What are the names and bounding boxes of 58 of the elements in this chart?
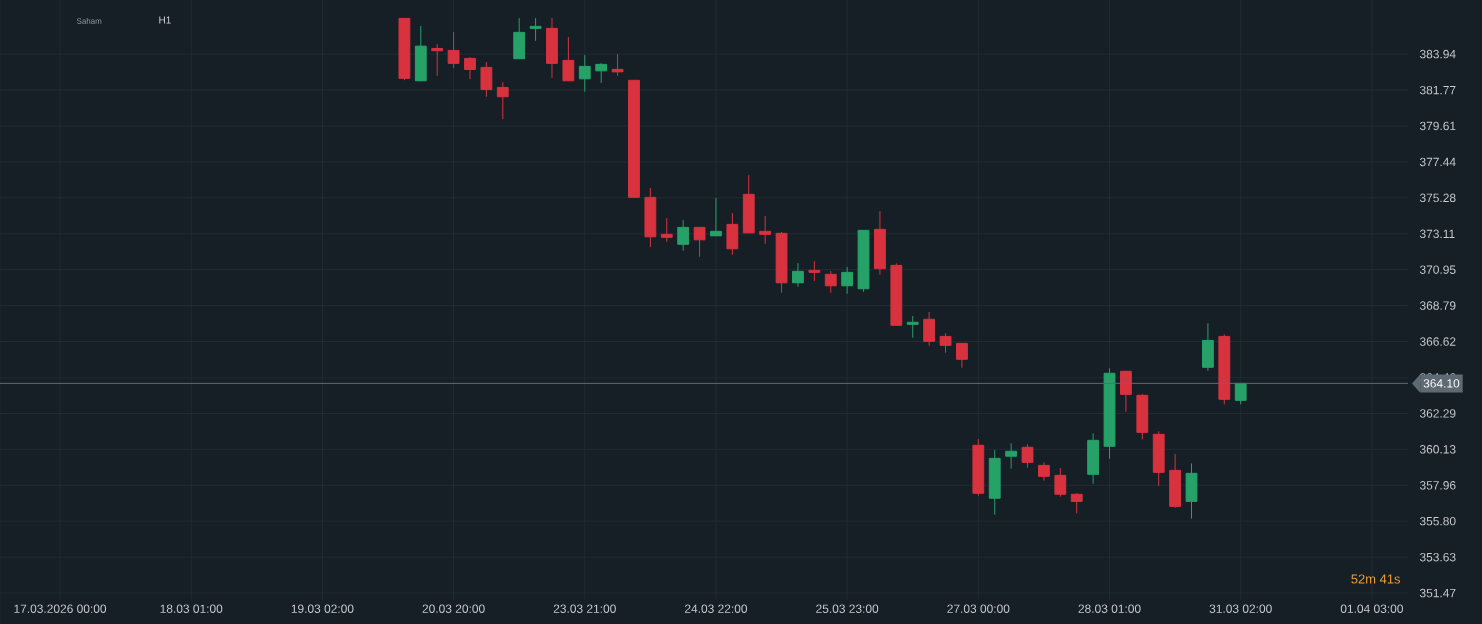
x-tick-label: 27.03 00:00 xyxy=(947,604,1010,613)
x-tick-label: 31.03 02:00 xyxy=(1209,604,1272,613)
candlestick xyxy=(447,31,460,69)
annotation: H1 xyxy=(159,16,171,24)
ref-line-label: 364.10 xyxy=(1423,379,1460,388)
candlestick xyxy=(1120,370,1132,413)
x-tick-label: 24.03 22:00 xyxy=(684,604,748,613)
candlestick xyxy=(710,197,722,237)
x-tick-label: 01.04 03:00 xyxy=(1340,604,1403,613)
candlestick xyxy=(578,54,591,93)
x-tick-label: 18.03 01:00 xyxy=(160,604,223,613)
candlestick xyxy=(677,219,690,252)
candlestick xyxy=(759,215,772,245)
y-tick-label: 357.96 xyxy=(1419,481,1456,490)
candlestick xyxy=(1005,442,1018,470)
candlestick xyxy=(660,217,673,243)
annotation: 52m 41s xyxy=(1351,574,1401,584)
y-tick-label: 381.77 xyxy=(1419,85,1456,95)
x-tick-label: 17.03.2026 00:00 xyxy=(14,604,107,613)
y-tick-label: 351.47 xyxy=(1419,588,1456,598)
candlestick xyxy=(906,315,919,339)
candlestick xyxy=(480,61,493,98)
x-tick-label: 23.03 21:00 xyxy=(553,604,616,613)
candlestick xyxy=(792,262,804,288)
y-tick-label: 353.63 xyxy=(1419,552,1456,562)
candlestick xyxy=(496,81,509,120)
candlestick xyxy=(1038,461,1050,482)
candlestick xyxy=(956,342,968,369)
y-tick-label: 383.94 xyxy=(1419,49,1456,59)
candlestick xyxy=(1070,492,1083,514)
candlestick xyxy=(611,53,624,77)
candlestick xyxy=(824,270,837,294)
y-tick-label: 377.44 xyxy=(1419,157,1456,167)
x-tick-label: 25.03 23:00 xyxy=(816,604,879,613)
candlestick xyxy=(464,56,476,80)
x-tick-label: 19.03 02:00 xyxy=(291,604,354,613)
x-tick-label: 20.03 20:00 xyxy=(422,604,485,613)
y-tick-label: 368.79 xyxy=(1419,301,1456,310)
y-tick-label: 373.11 xyxy=(1419,229,1455,239)
candlestick xyxy=(693,226,706,258)
y-tick-label: 362.29 xyxy=(1419,409,1456,418)
y-tick-label: 355.80 xyxy=(1419,516,1456,526)
candlestick xyxy=(595,62,608,84)
candlestick xyxy=(923,311,936,347)
x-tick-label: 28.03 01:00 xyxy=(1078,604,1141,613)
candlestick xyxy=(562,36,575,82)
y-tick-label: 375.28 xyxy=(1419,193,1456,203)
y-tick-label: 370.95 xyxy=(1419,265,1456,274)
candlestick xyxy=(1021,443,1034,469)
candlestick xyxy=(431,43,444,77)
candlestick xyxy=(939,332,952,354)
candlestick xyxy=(808,260,821,282)
y-tick-label: 360.13 xyxy=(1419,445,1456,454)
y-tick-label: 379.61 xyxy=(1419,121,1456,131)
y-tick-label: 366.62 xyxy=(1419,337,1456,346)
candlestick xyxy=(841,266,854,295)
candlestick xyxy=(529,17,542,42)
candlestick xyxy=(1054,467,1067,498)
